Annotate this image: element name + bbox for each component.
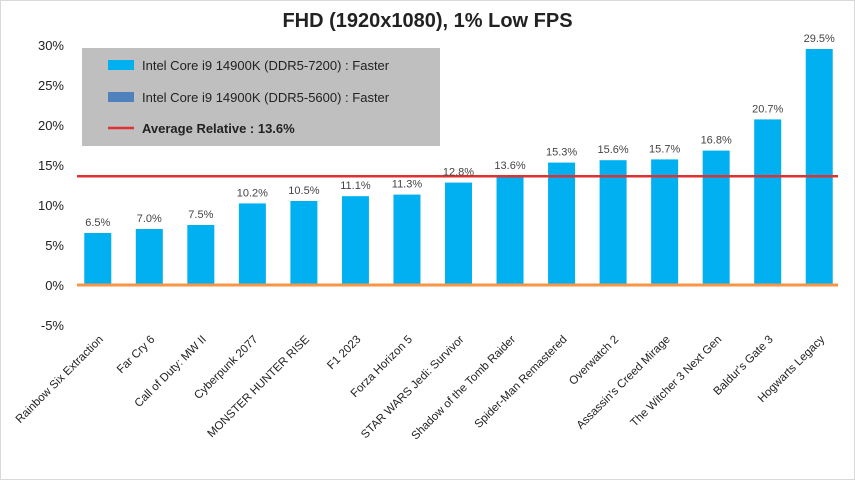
legend-label-average: Average Relative : 13.6% — [142, 121, 295, 136]
bar — [187, 225, 215, 285]
x-tick-label: The Witcher 3 Next Gen — [629, 334, 725, 430]
data-label: 10.2% — [237, 187, 268, 199]
data-label: 7.5% — [188, 209, 213, 221]
y-tick-label: 15% — [38, 158, 64, 173]
bar — [445, 182, 472, 285]
y-tick-label: -5% — [41, 318, 65, 333]
y-tick-label: 10% — [38, 198, 64, 213]
legend: Intel Core i9 14900K (DDR5-7200) : Faste… — [82, 48, 440, 146]
bar — [651, 159, 679, 285]
data-label: 11.3% — [392, 179, 423, 191]
legend-swatch-ddr5-5600 — [108, 92, 134, 102]
x-tick-label: F1 2023 — [325, 334, 363, 372]
legend-label-ddr5-7200: Intel Core i9 14900K (DDR5-7200) : Faste… — [142, 58, 390, 73]
bar — [496, 176, 524, 285]
bar — [290, 201, 318, 285]
x-tick-label: MONSTER HUNTER RISE — [205, 333, 312, 440]
bar — [805, 49, 833, 285]
data-label: 7.0% — [137, 213, 162, 225]
data-label: 15.6% — [597, 144, 628, 156]
y-tick-label: 25% — [38, 78, 64, 93]
legend-box — [82, 48, 440, 146]
data-label: 15.7% — [649, 143, 680, 155]
legend-label-ddr5-5600: Intel Core i9 14900K (DDR5-5600) : Faste… — [142, 90, 390, 105]
data-label: 12.8% — [443, 167, 474, 179]
reference-lines — [77, 174, 838, 287]
bar — [84, 233, 112, 285]
y-tick-label: 20% — [38, 118, 64, 133]
y-tick-label: 0% — [45, 278, 64, 293]
data-labels: 6.5% 7.0% 7.5% 10.2% 10.5% 11.1% 11.3% 12.8% 13.… — [85, 33, 835, 229]
x-tick-label: Spider-Man Remastered — [473, 334, 570, 431]
bar — [548, 162, 576, 285]
y-tick-label: 5% — [45, 238, 64, 253]
x-tick-label: Far Cry 6 — [115, 334, 157, 376]
x-tick-label: Assassin's Creed Mirage — [575, 334, 673, 432]
chart-title: FHD (1920x1080), 1% Low FPS — [282, 10, 573, 32]
data-label: 10.5% — [288, 185, 319, 197]
x-tick-label: Shadow of the Tomb Raider — [409, 334, 518, 443]
bar — [702, 150, 730, 285]
y-tick-label: 30% — [38, 38, 64, 53]
bar — [135, 229, 163, 285]
data-label: 15.3% — [546, 147, 577, 159]
bar — [754, 119, 782, 286]
data-label: 11.1% — [340, 180, 371, 192]
bar — [341, 196, 369, 285]
bar-series — [84, 49, 833, 286]
legend-swatch-ddr5-7200 — [108, 60, 134, 70]
y-axis: -5% 0% 5% 10% 15% 20% 25% 30% — [38, 38, 64, 333]
x-tick-label: STAR WARS Jedi: Survivor — [359, 334, 467, 442]
x-tick-label: Rainbow Six Extraction — [14, 334, 106, 426]
bar — [393, 194, 421, 285]
bar — [238, 203, 266, 285]
data-label: 20.7% — [752, 103, 783, 115]
x-tick-label: Overwatch 2 — [567, 334, 621, 388]
data-label: 29.5% — [804, 33, 835, 45]
bar — [599, 160, 627, 285]
data-label: 6.5% — [85, 217, 110, 229]
data-label: 13.6% — [494, 160, 525, 172]
data-label: 16.8% — [701, 135, 732, 147]
